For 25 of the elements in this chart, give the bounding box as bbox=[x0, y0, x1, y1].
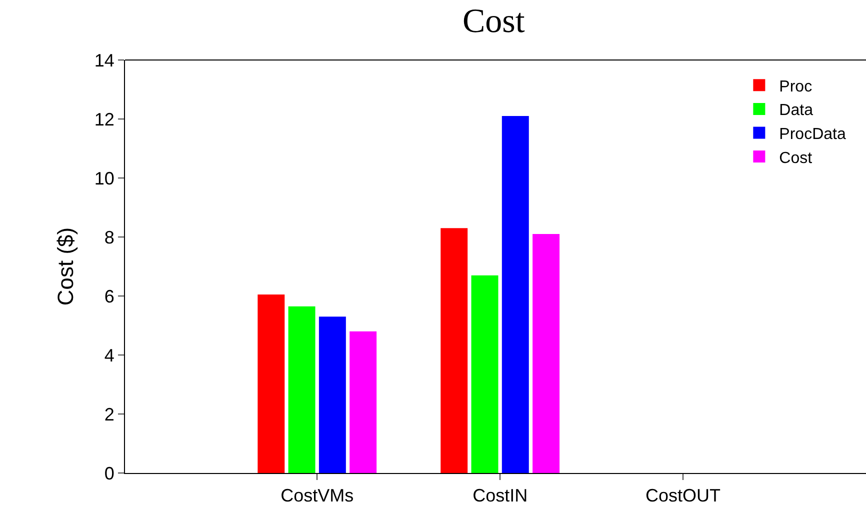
y-tick-label: 6 bbox=[104, 286, 114, 306]
bar bbox=[532, 234, 560, 473]
y-tick-label: 0 bbox=[104, 463, 114, 484]
y-axis-title: Cost ($) bbox=[53, 227, 78, 306]
bar bbox=[350, 331, 377, 473]
y-tick-label: 14 bbox=[94, 50, 114, 70]
bar bbox=[318, 316, 346, 473]
y-tick-label: 4 bbox=[104, 345, 114, 366]
legend-label: Cost bbox=[779, 150, 813, 167]
x-tick-label: CostOUT bbox=[646, 486, 721, 506]
bar bbox=[471, 275, 498, 473]
y-tick-label: 8 bbox=[104, 227, 114, 248]
y-tick-label: 10 bbox=[94, 168, 114, 188]
y-tick-label: 12 bbox=[94, 109, 114, 130]
legend-label: Proc bbox=[779, 78, 812, 96]
chart-title: Cost bbox=[462, 2, 526, 40]
y-tick-label: 2 bbox=[104, 404, 114, 424]
bar bbox=[288, 306, 316, 473]
bar bbox=[502, 116, 529, 473]
bar bbox=[440, 228, 468, 473]
bar bbox=[258, 294, 285, 473]
legend-label: ProcData bbox=[779, 126, 846, 143]
x-tick-label: CostVMs bbox=[280, 486, 354, 506]
x-tick-label: CostIN bbox=[472, 486, 528, 506]
legend-label: Data bbox=[779, 102, 814, 120]
